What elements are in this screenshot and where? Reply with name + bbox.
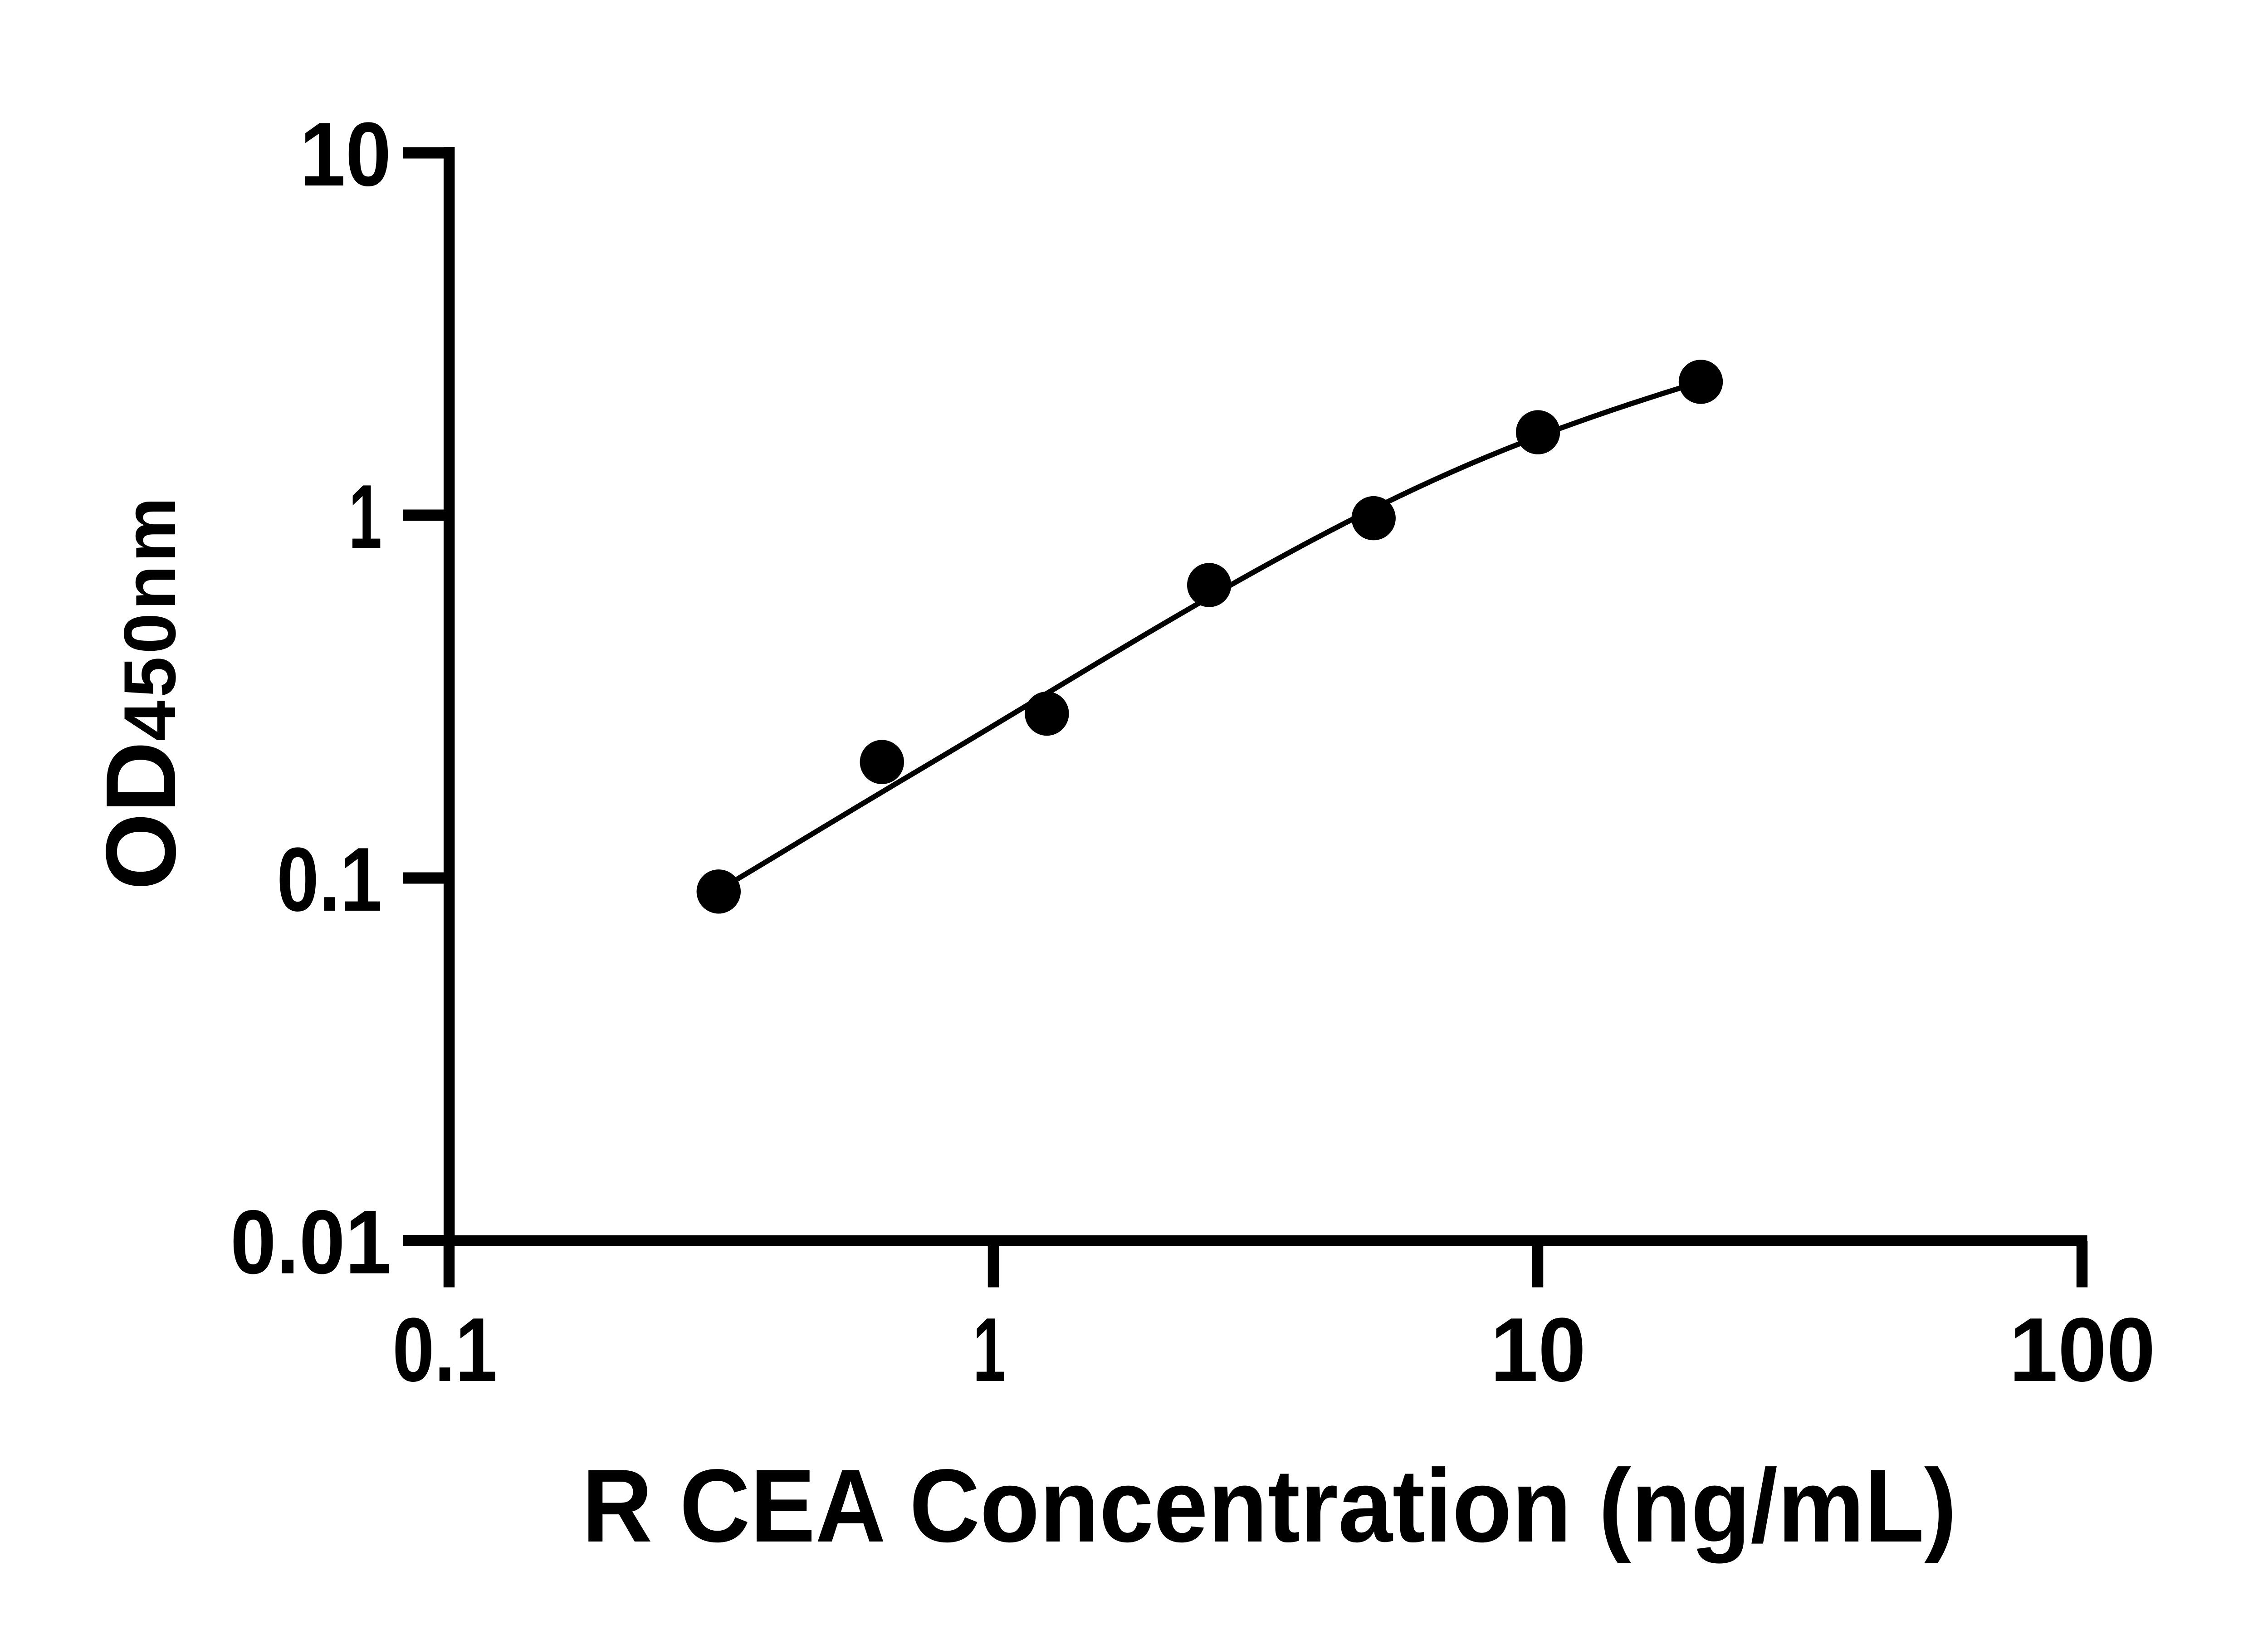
svg-text:1: 1 (349, 466, 382, 567)
svg-text:100: 100 (2009, 1299, 2156, 1400)
svg-text:10: 10 (1491, 1299, 1586, 1400)
svg-text:0.1: 0.1 (392, 1299, 497, 1400)
svg-text:R CEA Concentration (ng/mL): R CEA Concentration (ng/mL) (582, 1448, 1957, 1564)
svg-text:0.01: 0.01 (230, 1191, 391, 1293)
svg-text:1: 1 (973, 1299, 1006, 1400)
svg-text:10: 10 (300, 104, 391, 205)
svg-text:0.1: 0.1 (277, 829, 382, 930)
